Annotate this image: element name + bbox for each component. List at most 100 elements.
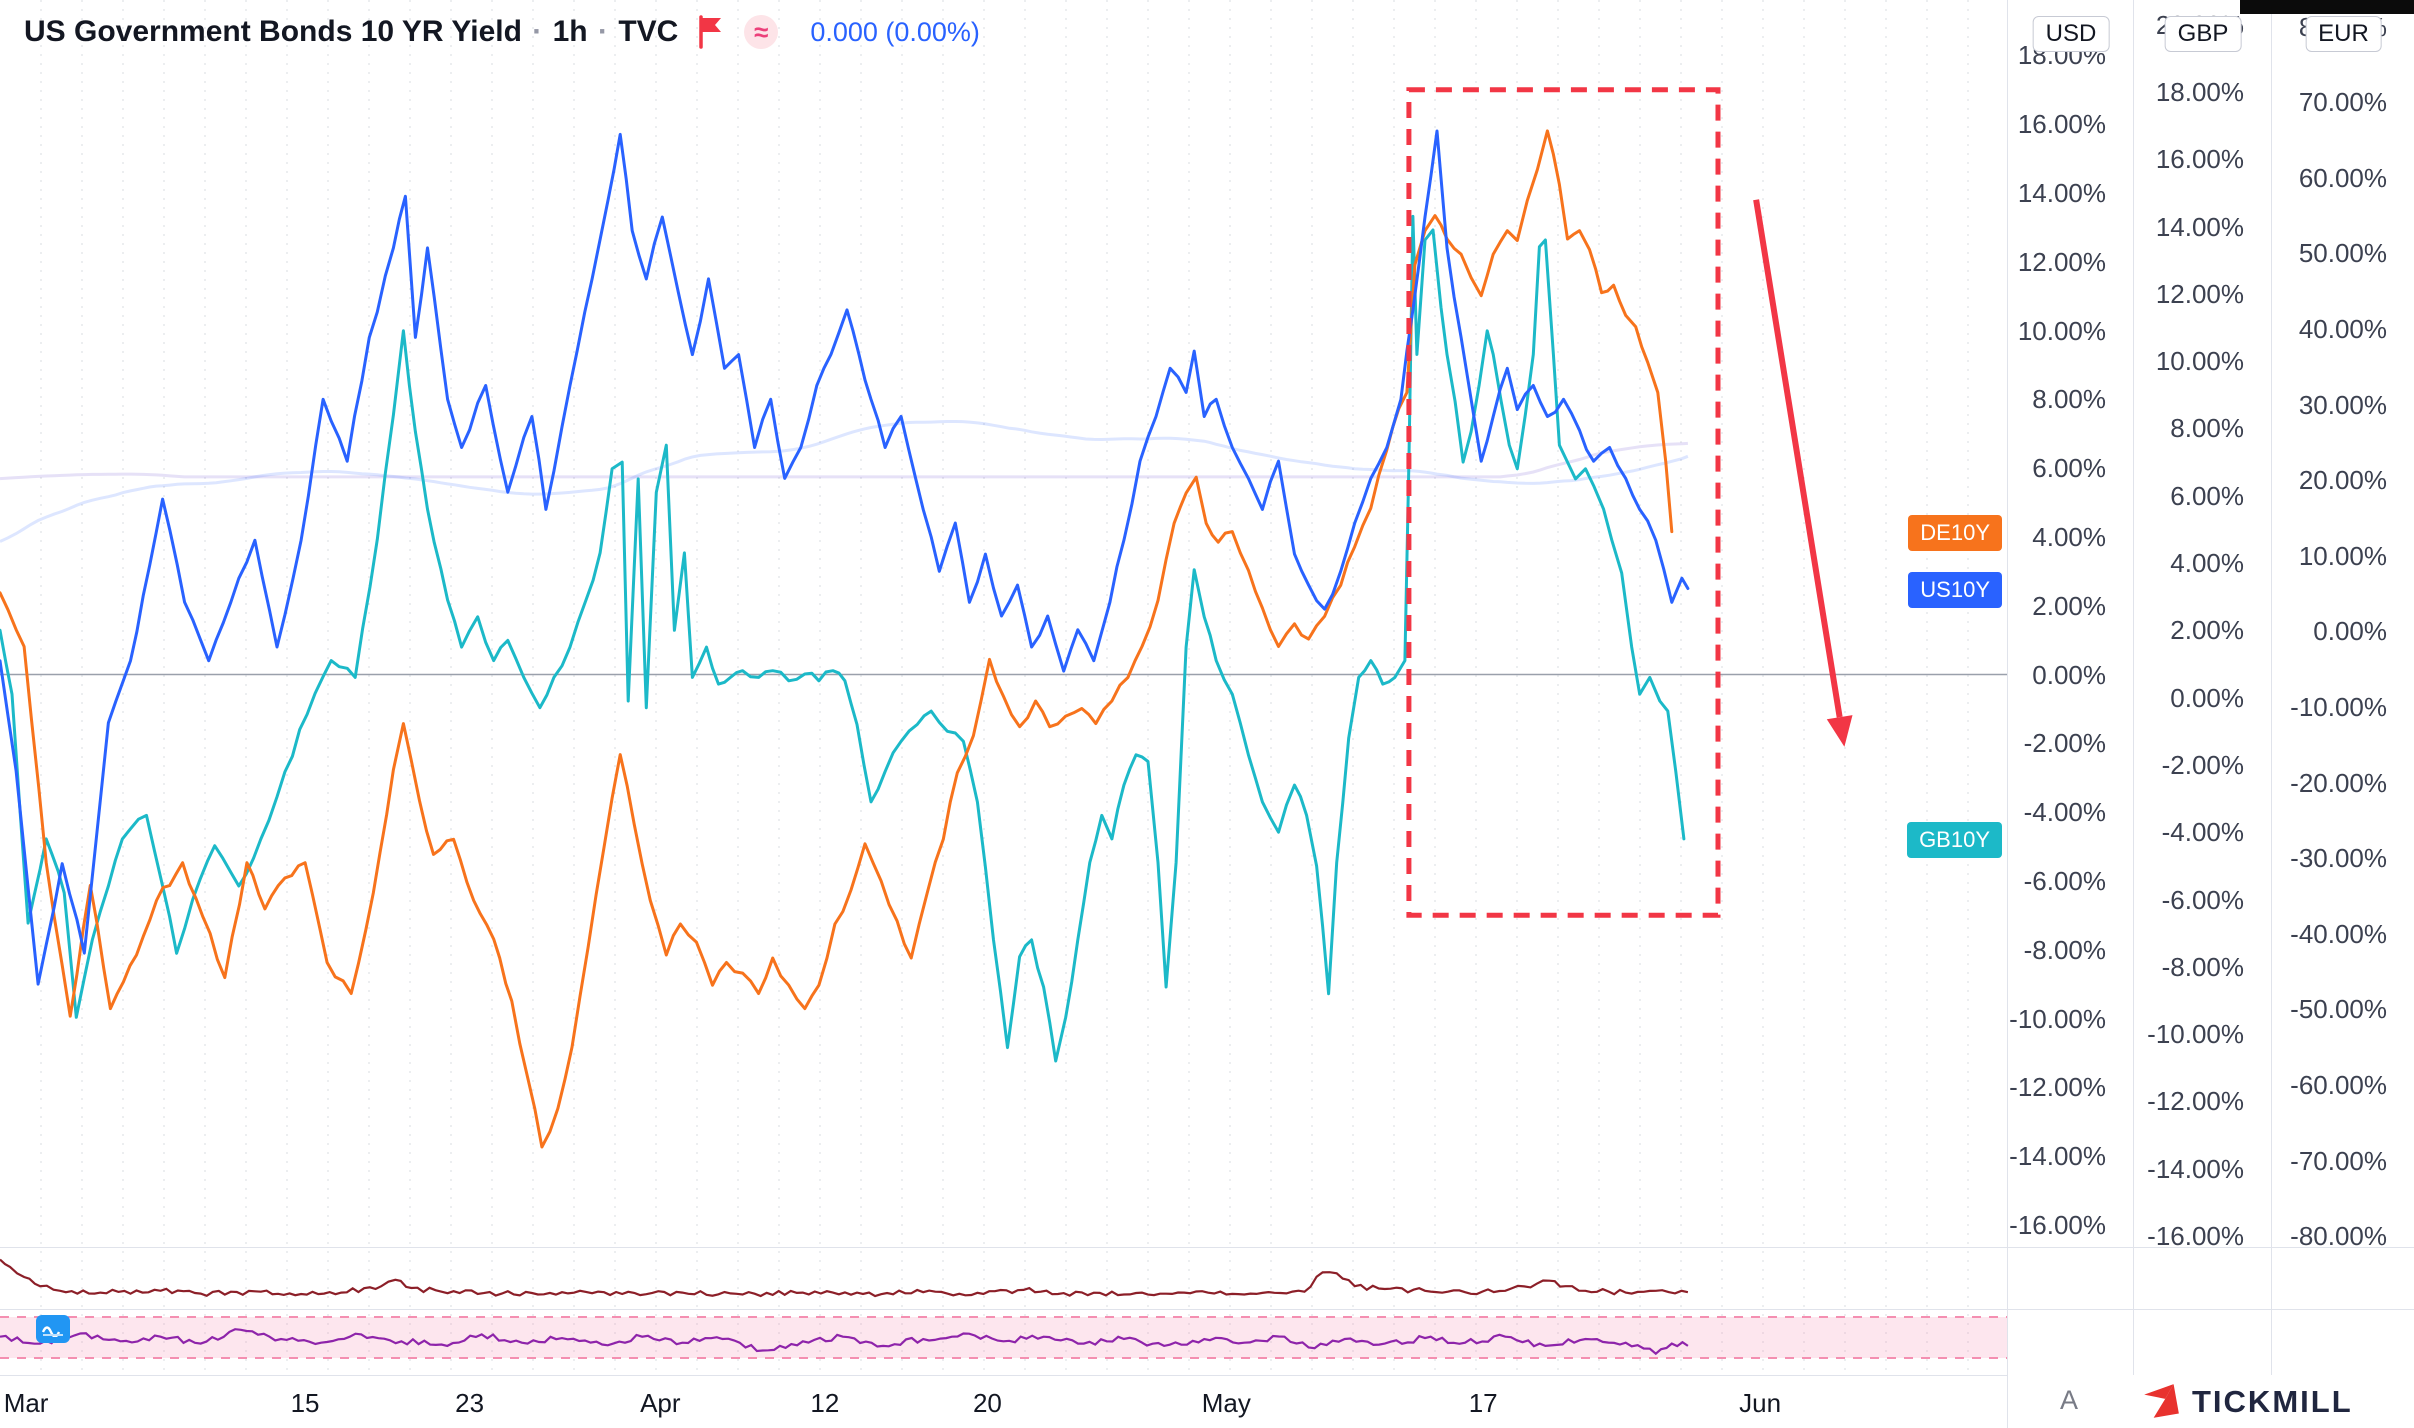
price-axis-label: -60.00% xyxy=(2290,1070,2387,1100)
price-axis-label: 4.00% xyxy=(2170,548,2244,578)
series-gb10y xyxy=(0,214,1686,1063)
price-axis-label: 2.00% xyxy=(2032,590,2106,621)
price-axis-label: 10.00% xyxy=(2017,315,2106,346)
indicator-pane-1 xyxy=(0,1258,1689,1298)
price-axis-label: 10.00% xyxy=(2298,540,2387,571)
trend-arrow-head xyxy=(1826,715,1853,747)
price-axis-label: -12.00% xyxy=(2009,1072,2106,1103)
exchange-label[interactable]: TVC xyxy=(618,15,679,48)
us10y-label[interactable]: US10Y xyxy=(1908,571,2002,608)
symbol-name[interactable]: US Government Bonds 10 YR Yield xyxy=(24,15,522,48)
price-axis-label: -50.00% xyxy=(2290,994,2387,1025)
price-axis-label: 0.00% xyxy=(2313,616,2387,647)
price-axis-label: 8.00% xyxy=(2170,413,2244,444)
price-scale-eur[interactable]: EUR 80.00%70.00%60.00%50.00%40.00%30.00%… xyxy=(2271,0,2414,1375)
price-axis-label: -40.00% xyxy=(2290,918,2387,949)
price-axis-label: 2.00% xyxy=(2170,615,2244,646)
indicator-icon[interactable] xyxy=(36,1315,70,1343)
price-axis-label: -8.00% xyxy=(2023,934,2106,965)
indicator-1-line xyxy=(0,1258,1689,1298)
time-axis-label: Apr xyxy=(640,1388,681,1418)
price-axis-label: 18.00% xyxy=(2155,76,2244,107)
price-axis-label: 60.00% xyxy=(2298,162,2387,193)
price-axis-label: 8.00% xyxy=(2032,384,2106,415)
time-axis-label: 20 xyxy=(972,1388,1002,1418)
price-axis-label: -6.00% xyxy=(2023,865,2106,896)
gb10y-label[interactable]: GB10Y xyxy=(1907,821,2002,858)
time-axis-label: Jun xyxy=(1739,1388,1782,1418)
price-axis-label: 40.00% xyxy=(2298,314,2387,344)
grid-lines xyxy=(40,0,1969,1375)
price-axis-label: -8.00% xyxy=(2161,951,2244,982)
price-axis-label: 70.00% xyxy=(2298,87,2387,118)
price-axis-label: 50.00% xyxy=(2298,238,2387,269)
approx-glyph: ≈ xyxy=(754,16,769,47)
line-style-icon[interactable]: ≈ xyxy=(744,15,779,49)
series-us10y xyxy=(0,129,1690,986)
time-axis-divider xyxy=(0,1375,2414,1376)
bottom-right-block: A TICKMILL xyxy=(2007,1375,2414,1428)
tickmill-wordmark: TICKMILL xyxy=(2192,1384,2353,1419)
currency-badge-gbp[interactable]: GBP xyxy=(2164,16,2242,52)
ma-overlay-slow xyxy=(0,441,1688,481)
price-axis-label: -16.00% xyxy=(2009,1209,2106,1240)
price-axis-label: 0.00% xyxy=(2032,659,2106,690)
time-axis-label: 12 xyxy=(810,1388,840,1418)
change-readout: 0.000 (0.00%) xyxy=(810,16,980,47)
price-axis-label: -2.00% xyxy=(2161,749,2244,780)
price-axis-label: 16.00% xyxy=(2017,109,2106,140)
price-axis-label: -14.00% xyxy=(2009,1141,2106,1172)
ma-overlay-fast xyxy=(0,420,1689,543)
price-axis-label: 4.00% xyxy=(2032,521,2106,552)
price-axis-label: -2.00% xyxy=(2023,728,2106,759)
main-pane xyxy=(0,129,1690,1149)
price-axis-label: 6.00% xyxy=(2032,453,2106,484)
price-axis-label: -6.00% xyxy=(2161,884,2244,915)
time-axis-label: Mar xyxy=(3,1388,49,1418)
price-axis-label: 0.00% xyxy=(2170,682,2244,713)
indicator-pane-2 xyxy=(0,1316,2007,1359)
auto-scale-button[interactable]: A xyxy=(2060,1385,2079,1415)
price-scale-usd[interactable]: USD 18.00% 16.00% 14.00% 12.00% 10.00% 8.00% 6… xyxy=(2007,0,2134,1375)
price-axis-label: -10.00% xyxy=(2009,1003,2106,1034)
price-scale-gbp[interactable]: GBP 20.00%18.00%16.00%14.00%12.00%10.00%… xyxy=(2133,0,2272,1375)
price-axis-label: 14.00% xyxy=(2155,211,2244,242)
indicator-2-line xyxy=(0,1328,1689,1356)
pane-divider[interactable] xyxy=(0,1309,2414,1310)
currency-badge-eur[interactable]: EUR xyxy=(2305,16,2382,52)
time-axis-label: 23 xyxy=(455,1388,485,1418)
flag-icon[interactable] xyxy=(694,14,728,50)
price-axis-label: -12.00% xyxy=(2147,1086,2244,1117)
pane-divider[interactable] xyxy=(0,1247,2414,1248)
symbol-title[interactable]: US Government Bonds 10 YR Yield · 1h · T… xyxy=(24,15,678,49)
price-axis-label: -14.00% xyxy=(2147,1153,2244,1184)
price-axis-label: 16.00% xyxy=(2155,144,2244,175)
tickmill-logo: TICKMILL xyxy=(2140,1381,2353,1423)
interval-label[interactable]: 1h xyxy=(552,15,588,48)
price-axis-label: 14.00% xyxy=(2017,177,2106,208)
time-axis-label: 17 xyxy=(1468,1388,1498,1418)
chart-legend: US Government Bonds 10 YR Yield · 1h · T… xyxy=(24,14,980,50)
top-right-black-bar xyxy=(2240,0,2414,14)
time-axis[interactable]: Mar 15 23 Apr 12 20 May 17 Jun xyxy=(0,1375,2007,1428)
price-axis-label: 6.00% xyxy=(2170,480,2244,511)
trend-arrow xyxy=(1753,199,1843,718)
price-axis-label: -30.00% xyxy=(2290,843,2387,874)
tickmill-icon xyxy=(2144,1384,2179,1418)
separator-dot: · xyxy=(532,15,543,48)
price-axis-label: -4.00% xyxy=(2161,817,2244,848)
price-axis-label: 20.00% xyxy=(2298,465,2387,496)
indicator-band xyxy=(0,1317,2007,1358)
price-axis-label: -10.00% xyxy=(2147,1019,2244,1050)
separator-dot: · xyxy=(597,15,608,48)
price-axis-label: -20.00% xyxy=(2290,767,2387,798)
de10y-label[interactable]: DE10Y xyxy=(1908,514,2002,551)
price-axis-label: -80.00% xyxy=(2290,1221,2387,1252)
price-axis-label: -16.00% xyxy=(2147,1221,2244,1251)
price-axis-label: 12.00% xyxy=(2017,246,2106,277)
price-axis-label: 10.00% xyxy=(2155,346,2244,377)
currency-badge-usd[interactable]: USD xyxy=(2032,16,2110,52)
price-axis-label: -4.00% xyxy=(2023,797,2106,828)
